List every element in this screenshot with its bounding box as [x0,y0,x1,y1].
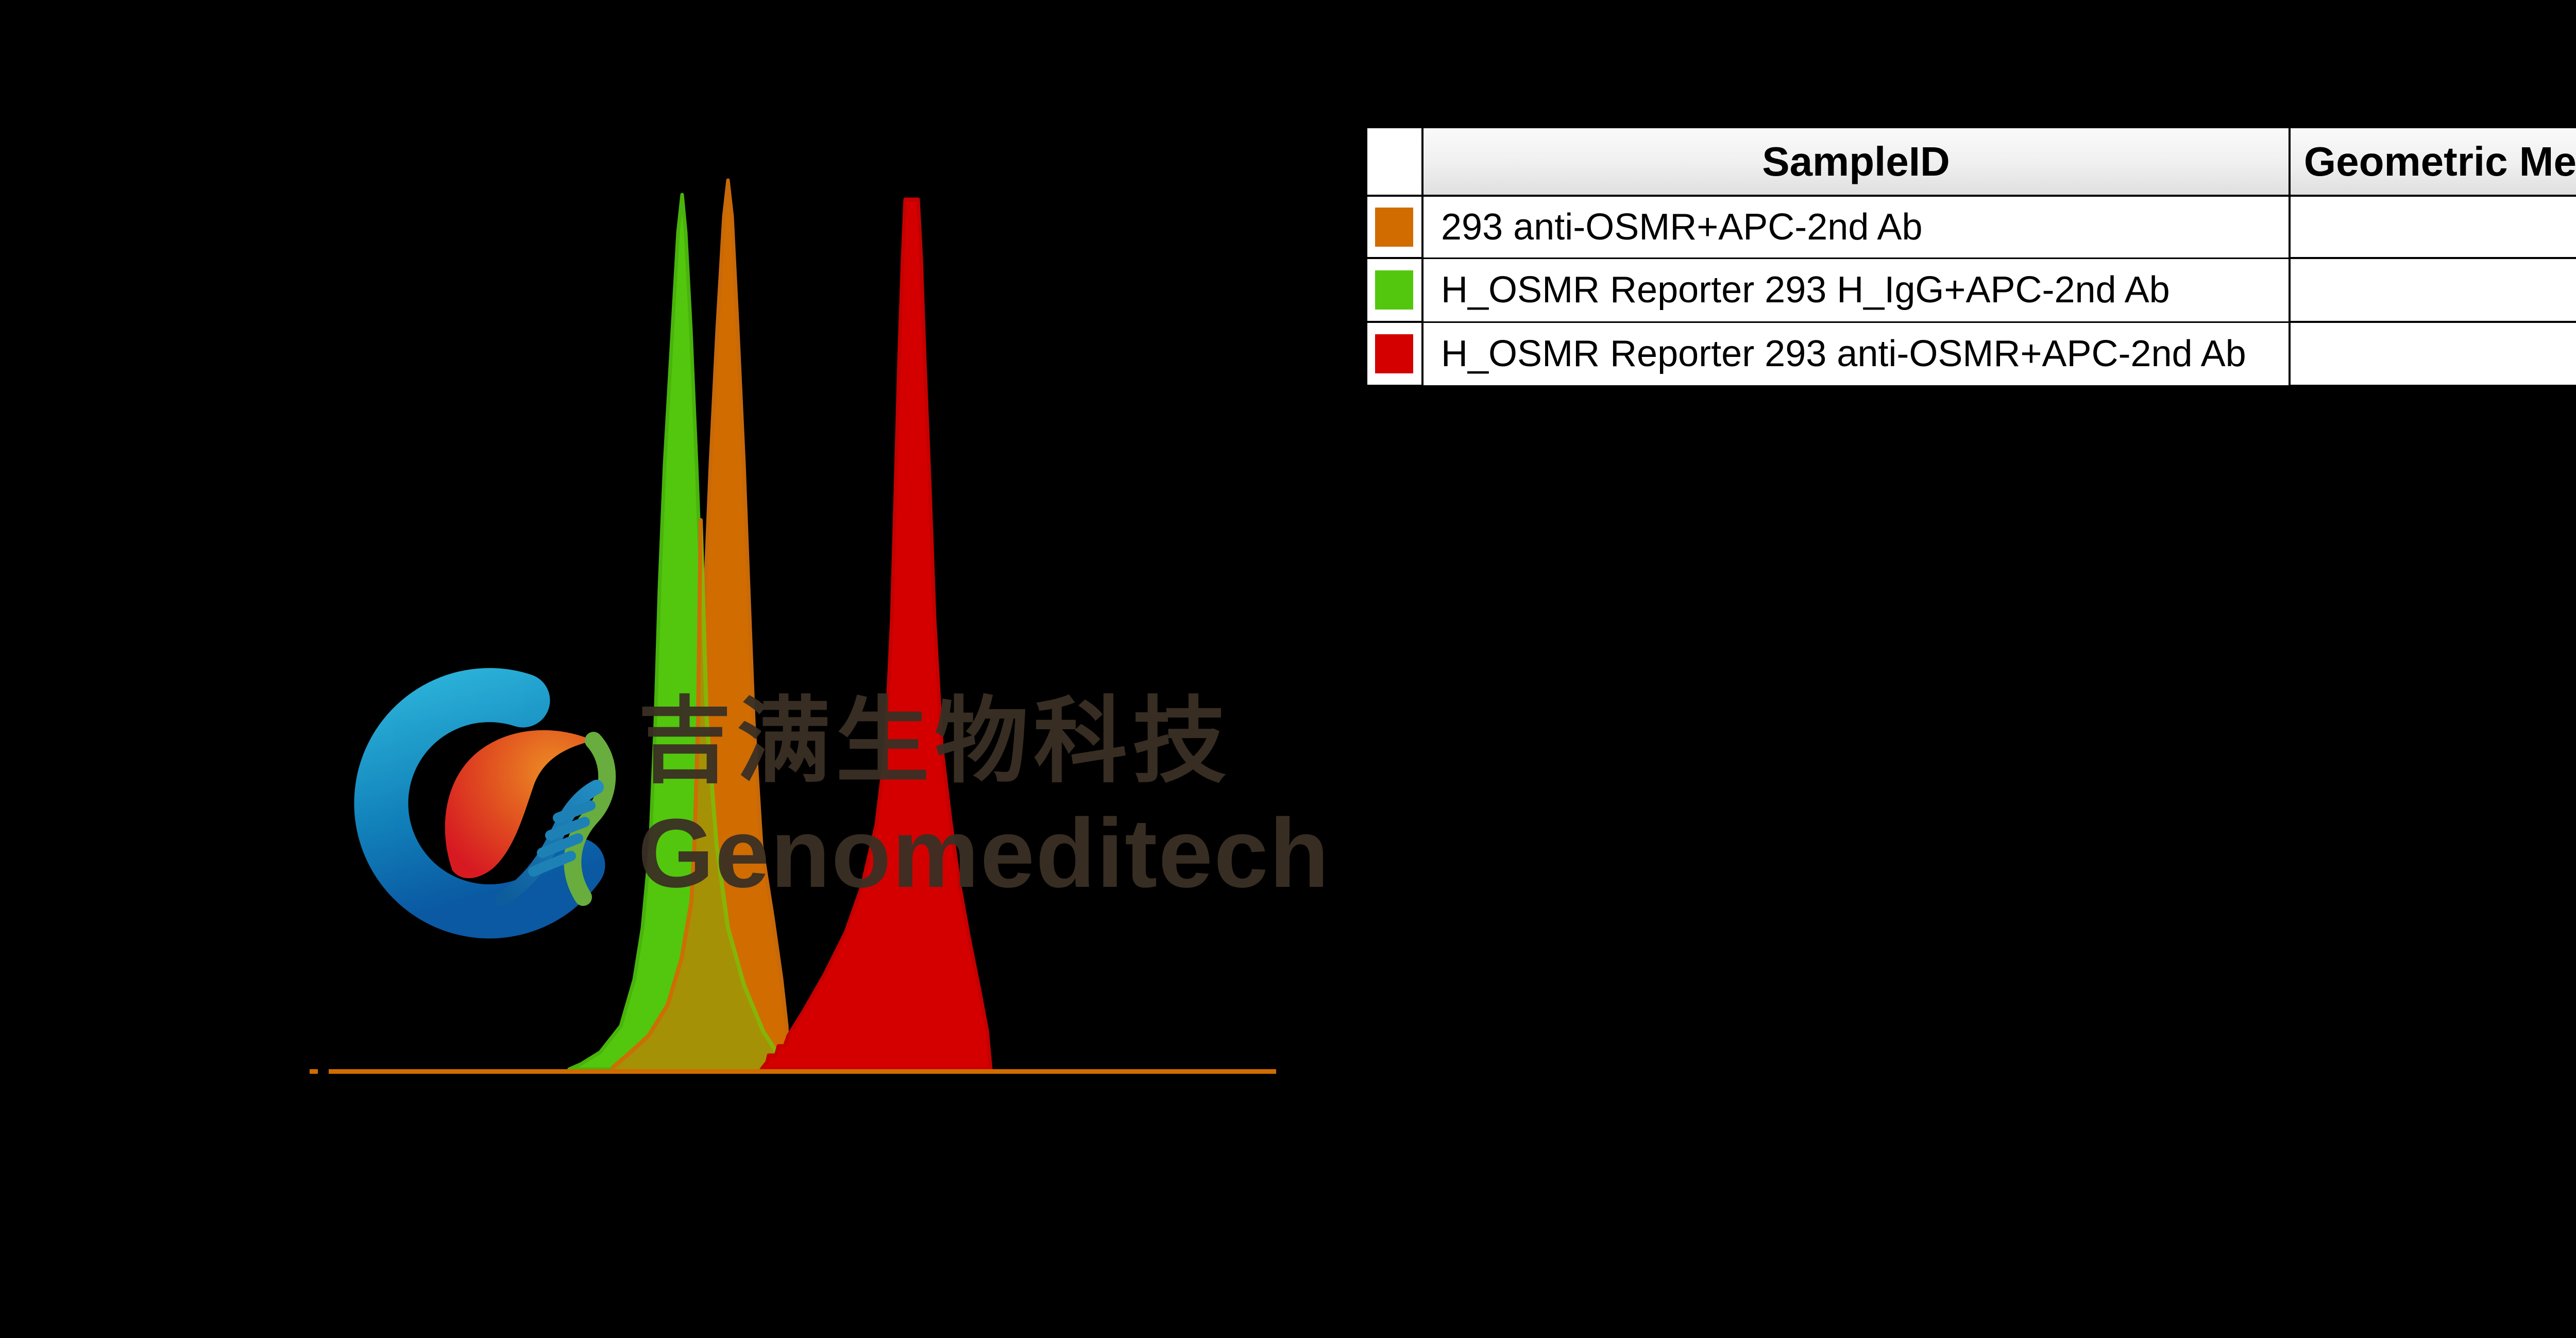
geometric-mean-header: Geometric Mean : FL11-H [2289,126,2576,197]
table-row: H_OSMR Reporter 293 H_IgG+APC-2nd Ab 151… [1365,257,2576,323]
swatch-column-header [1365,126,1423,197]
table-row: 293 anti-OSMR+APC-2nd Ab 3593 [1365,195,2576,259]
orange-series-swatch [1375,207,1413,247]
logo-red-flame [445,730,594,879]
sample-name: H_OSMR Reporter 293 anti-OSMR+APC-2nd Ab [1421,321,2291,387]
genomeditech-logo [354,668,616,939]
geometric-mean-value: 1514 [2289,257,2576,323]
red-histogram [759,197,993,1071]
swatch-cell [1365,321,1423,387]
swatch-cell [1365,195,1423,259]
watermark-company-name: Genomeditech [638,799,1330,908]
logo-dna-rungs [528,800,596,877]
watermark-chinese-text: 吉满生物科技 [638,687,1231,796]
swatch-cell [1365,257,1423,323]
statistics-table: SampleID Geometric Mean : FL11-H 293 ant… [1365,126,2576,387]
sample-id-header: SampleID [1421,126,2291,197]
table-row: H_OSMR Reporter 293 anti-OSMR+APC-2nd Ab… [1365,321,2576,387]
sample-name: 293 anti-OSMR+APC-2nd Ab [1421,195,2291,259]
geometric-mean-value: 3593 [2289,195,2576,259]
logo-blue-swirl [354,668,605,939]
x-axis-tick [310,1069,318,1074]
sample-name: H_OSMR Reporter 293 H_IgG+APC-2nd Ab [1421,257,2291,323]
x-axis-baseline [329,1069,1276,1074]
orange-edge-over-overlap [611,518,703,1069]
histogram-curves [310,178,1276,1074]
geometric-mean-value: 152069 [2289,321,2576,387]
logo-green-leaf [564,732,616,906]
green-series-swatch [1375,270,1413,310]
table-header-row: SampleID Geometric Mean : FL11-H [1365,126,2576,197]
red-series-swatch [1375,334,1413,373]
